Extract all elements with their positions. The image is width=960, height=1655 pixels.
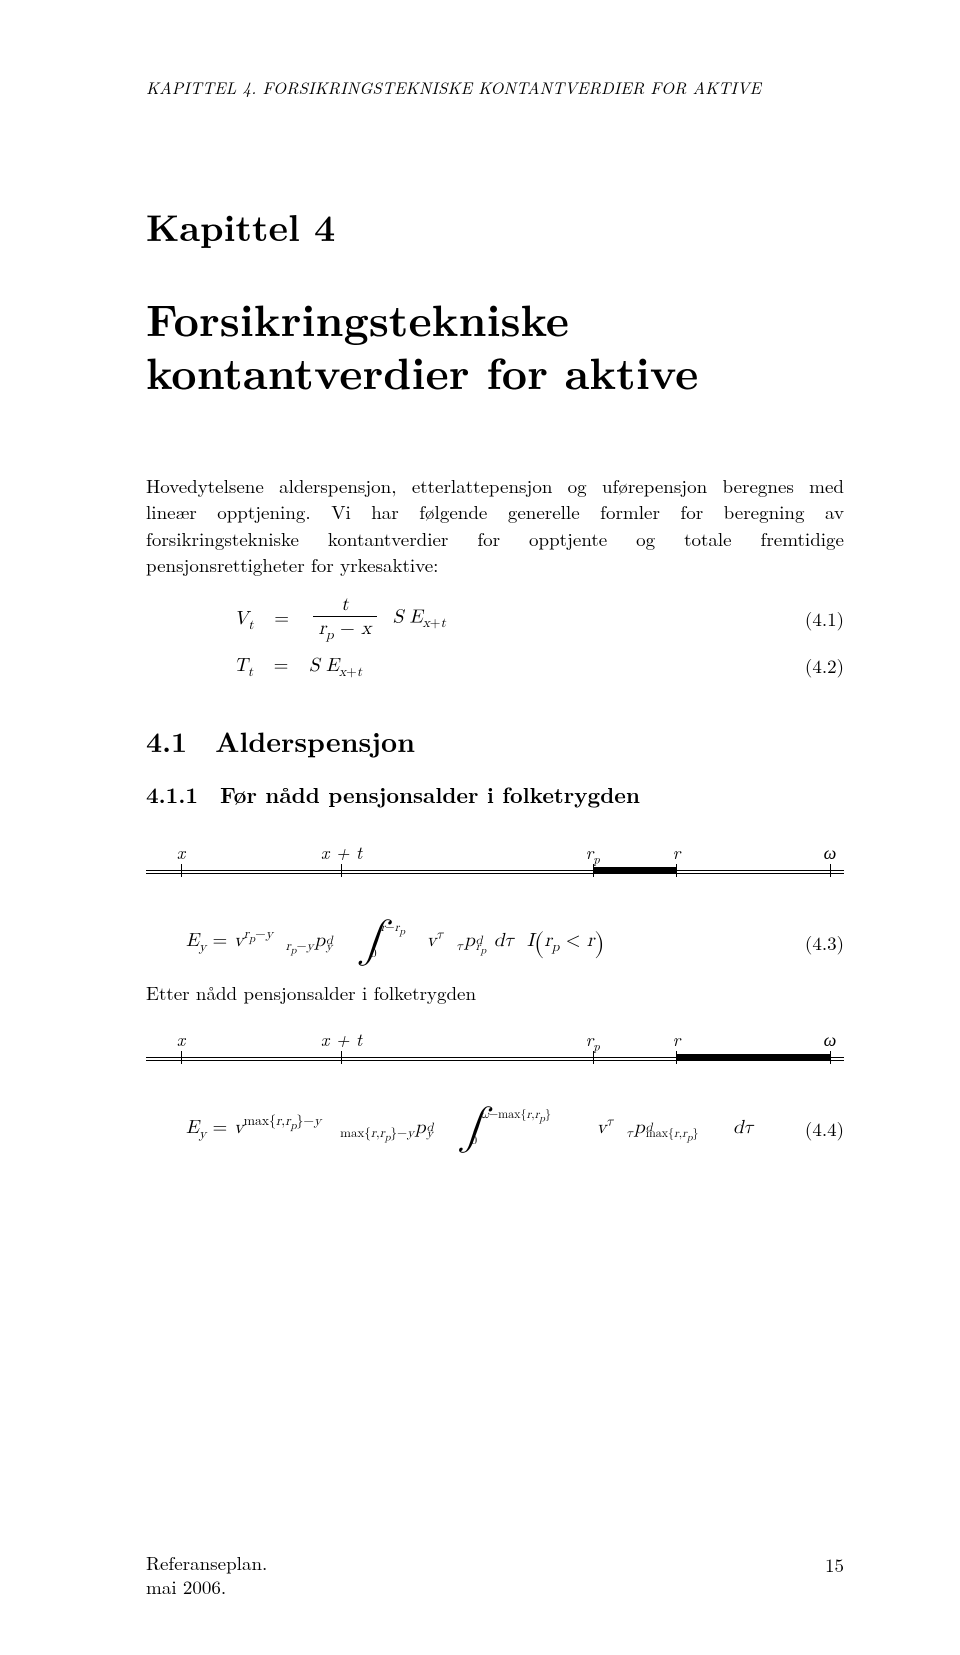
footer-line-2: mai 2006. <box>146 1573 226 1600</box>
tl1-tick <box>341 864 342 877</box>
chapter-title: Forsikringstekniske kontantverdier for a… <box>146 292 844 398</box>
timeline-2: x x + t rp r ω <box>146 1027 844 1077</box>
equation-4-3-row: Ey = vrp−y rp−ypdy ∫r−rp0 vτ τpdrp dτ I(… <box>146 925 844 960</box>
equation-4-4-row: Ey = vmax{r,rp}−y max{r,rp}−ypdy ∫ω−max{… <box>146 1112 844 1146</box>
equation-4-1-row: Vt = t rp − x S Ex+t (4.1) <box>146 591 844 646</box>
subsection-4-1-1-heading: 4.1.1 Før nådd pensjonsalder i folketryg… <box>146 779 844 810</box>
tl2-segment <box>676 1054 830 1061</box>
page: KAPITTEL 4. FORSIKRINGSTEKNISKE KONTANTV… <box>0 0 960 1655</box>
page-footer: Referanseplan. mai 2006. 15 <box>146 1551 844 1600</box>
timeline-1: x x + t rp r ω <box>146 840 844 890</box>
chapter-title-line-2: kontantverdier for aktive <box>146 339 698 402</box>
tl2-tick <box>830 1051 831 1064</box>
tl2-label: x <box>177 1027 185 1052</box>
equation-4-2-number: (4.2) <box>805 652 844 679</box>
tl1-label: rp <box>586 840 600 865</box>
running-header: KAPITTEL 4. FORSIKRINGSTEKNISKE KONTANTV… <box>146 75 844 99</box>
tl1-tick <box>830 864 831 877</box>
tl1-label: x + t <box>321 840 362 865</box>
equation-4-1-number: (4.1) <box>805 605 844 632</box>
footer-left: Referanseplan. mai 2006. <box>146 1551 267 1600</box>
footer-page-number: 15 <box>825 1551 844 1600</box>
tl2-label: r <box>673 1027 681 1052</box>
timeline-1-line-bot <box>146 873 844 874</box>
timeline-1-line-top <box>146 870 844 871</box>
tl1-label: ω <box>824 840 837 865</box>
equation-4-4-number: (4.4) <box>805 1115 844 1142</box>
tl2-tick <box>181 1051 182 1064</box>
chapter-label: Kapittel 4 <box>146 199 844 252</box>
tl1-label: r <box>673 840 681 865</box>
tl1-tick <box>676 864 677 877</box>
equation-4-2-row: Tt = S Ex+t (4.2) <box>146 650 844 681</box>
equation-4-2: Tt = S Ex+t <box>146 650 370 681</box>
after-eq-4-3-text: Etter nådd pensjonsalder i folketrygden <box>146 980 844 1007</box>
tl2-tick <box>341 1051 342 1064</box>
tl1-segment <box>593 867 677 874</box>
tl2-label: ω <box>824 1027 837 1052</box>
equation-4-3-number: (4.3) <box>805 929 844 956</box>
equation-4-1: Vt = t rp − x S Ex+t <box>146 591 454 646</box>
tl1-tick <box>181 864 182 877</box>
tl2-label: x + t <box>321 1027 362 1052</box>
section-4-1-heading: 4.1 Alderspensjon <box>146 721 844 761</box>
tl2-label: rp <box>586 1027 600 1052</box>
equation-4-3: Ey = vrp−y rp−ypdy ∫r−rp0 vτ τpdrp dτ I(… <box>146 925 605 960</box>
equation-4-4: Ey = vmax{r,rp}−y max{r,rp}−ypdy ∫ω−max{… <box>146 1112 754 1146</box>
tl1-label: x <box>177 840 185 865</box>
intro-paragraph: Hovedytelsene alderspensjon, etterlattep… <box>146 473 844 579</box>
footer-line-1: Referanseplan. <box>146 1549 267 1576</box>
